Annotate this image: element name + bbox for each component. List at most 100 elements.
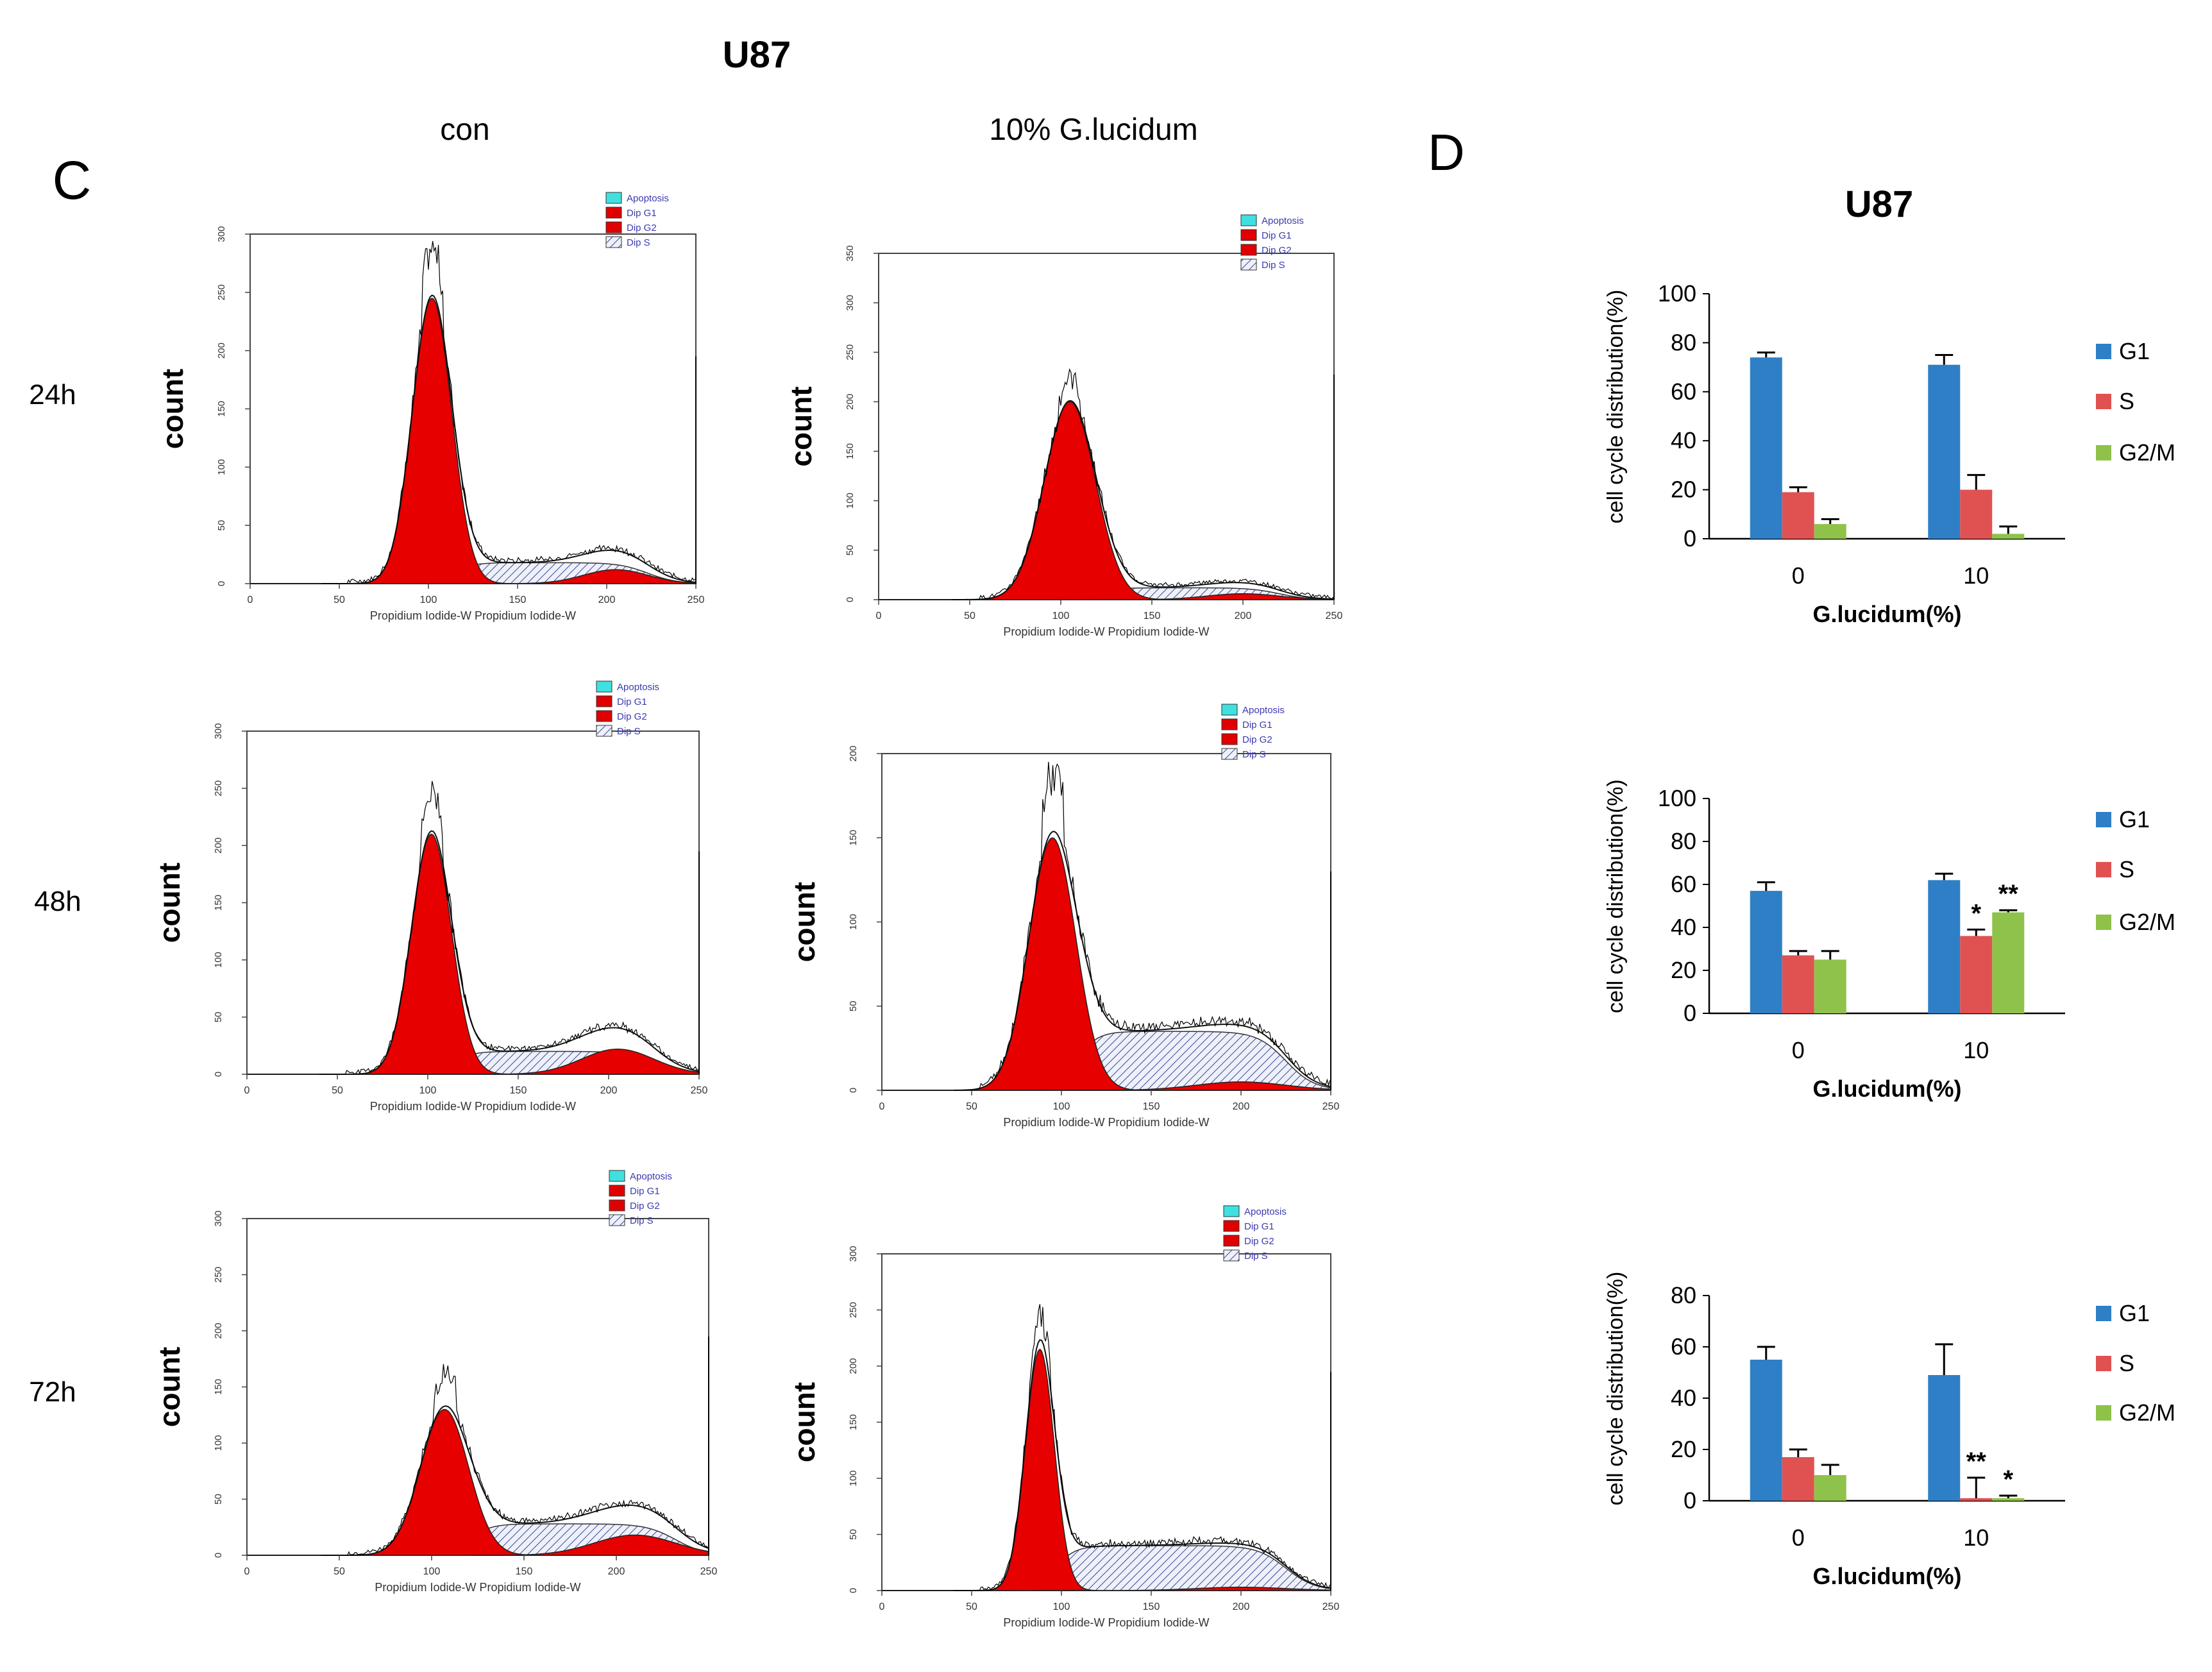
- dip-g1-peak: [351, 833, 511, 1075]
- y-tick-label: 0: [848, 1588, 859, 1593]
- bar-s: [1960, 936, 1993, 1013]
- x-tick-label: 100: [1053, 1101, 1070, 1112]
- y-axis-label: count: [784, 386, 818, 466]
- legend-label: Dip S: [1244, 1251, 1268, 1262]
- legend-label: Apoptosis: [1244, 1206, 1287, 1217]
- legend-swatch: [609, 1170, 625, 1182]
- y-tick-label: 20: [1671, 957, 1696, 983]
- x-tick-label: 10: [1963, 1037, 1989, 1063]
- x-tick-label: 100: [419, 1085, 437, 1096]
- legend-swatch: [609, 1199, 625, 1212]
- x-tick-label: 0: [248, 595, 253, 605]
- legend-swatch: [2096, 394, 2111, 409]
- y-tick-label: 200: [216, 342, 227, 359]
- legend-label: Dip G2: [1242, 734, 1272, 745]
- legend-label: Dip S: [627, 237, 650, 248]
- bar-chart: 0 20 40 60 80 100 0 10G.lucidum(%) cell cycle di…: [1603, 280, 2175, 627]
- panel-d-label: D: [1428, 124, 1465, 181]
- flow-histogram-panel: 0 50 100 150 200 250 0 50 100 150 200 250 300 Propidi…: [788, 1205, 1339, 1629]
- y-axis-label: cell cycle distribution(%): [1603, 1272, 1628, 1506]
- x-tick-label: 50: [333, 595, 345, 605]
- x-tick-label: 10: [1963, 562, 1989, 589]
- y-axis-label: count: [788, 1382, 821, 1462]
- x-tick-label: 0: [1792, 1037, 1805, 1063]
- model-fit-line: [321, 294, 697, 584]
- x-axis-label: Propidium Iodide-W Propidium Iodide-W: [1003, 625, 1209, 638]
- legend-swatch: [596, 680, 612, 693]
- dip-g2-peak: [1097, 593, 1335, 600]
- legend-swatch: [1221, 704, 1238, 716]
- y-tick-label: 200: [213, 838, 224, 854]
- y-tick-label: 300: [845, 295, 856, 311]
- dip-g2-peak: [1061, 1587, 1331, 1591]
- x-tick-label: 10: [1963, 1524, 1989, 1551]
- y-axis-label: cell cycle distribution(%): [1603, 779, 1628, 1013]
- y-tick-label: 50: [845, 545, 856, 556]
- legend-swatch: [596, 710, 612, 722]
- legend-label: Dip G2: [1262, 245, 1292, 256]
- x-tick-label: 0: [1792, 562, 1805, 589]
- column-header-con: con: [440, 113, 489, 147]
- y-tick-label: 80: [1671, 828, 1696, 854]
- y-tick-label: 0: [213, 1072, 224, 1077]
- y-tick-label: 50: [213, 1011, 224, 1022]
- x-axis-label: G.lucidum(%): [1813, 601, 1962, 627]
- legend-swatch: [605, 207, 622, 219]
- y-tick-label: 100: [845, 493, 856, 509]
- x-tick-label: 100: [1052, 611, 1070, 621]
- x-tick-label: 150: [1144, 611, 1161, 621]
- y-tick-label: 150: [213, 1379, 224, 1395]
- bar-g2m: [1992, 1498, 2025, 1501]
- legend-swatch: [2096, 812, 2111, 827]
- dip-g2-peak: [486, 569, 697, 584]
- x-tick-label: 200: [600, 1085, 618, 1096]
- bar-s: [1782, 1457, 1814, 1501]
- y-tick-label: 50: [848, 1529, 859, 1540]
- y-tick-label: 200: [845, 394, 856, 410]
- legend-swatch: [596, 725, 612, 737]
- y-tick-label: 250: [213, 1267, 224, 1283]
- dip-g2-peak: [472, 1049, 700, 1075]
- legend-swatch: [596, 695, 612, 707]
- y-tick-label: 60: [1671, 871, 1696, 897]
- x-tick-label: 150: [516, 1566, 533, 1577]
- legend-label: Apoptosis: [1242, 705, 1285, 716]
- legend-swatch: [1240, 229, 1257, 241]
- dip-g1-peak: [353, 298, 511, 584]
- y-tick-label: 60: [1671, 378, 1696, 405]
- x-tick-label: 200: [1233, 1101, 1250, 1112]
- bar-g2m: [1814, 524, 1846, 539]
- legend-swatch: [1221, 748, 1238, 760]
- x-tick-label: 0: [879, 1101, 885, 1112]
- x-tick-label: 200: [608, 1566, 625, 1577]
- bar-g1: [1750, 891, 1782, 1013]
- x-axis-label: Propidium Iodide-W Propidium Iodide-W: [1003, 1116, 1209, 1129]
- bar-s: [1782, 492, 1814, 539]
- significance-marker: **: [1998, 880, 2019, 908]
- main-title: U87: [723, 34, 791, 76]
- y-tick-label: 100: [848, 1470, 859, 1486]
- y-tick-label: 150: [848, 1414, 859, 1430]
- x-tick-label: 250: [1326, 611, 1343, 621]
- y-tick-label: 150: [213, 895, 224, 911]
- x-tick-label: 250: [691, 1085, 708, 1096]
- legend-swatch: [1223, 1220, 1240, 1232]
- x-tick-label: 200: [1235, 611, 1252, 621]
- y-tick-label: 100: [213, 1435, 224, 1451]
- model-fit-line: [951, 400, 1335, 600]
- y-tick-label: 100: [1658, 280, 1696, 307]
- y-tick-label: 150: [216, 401, 227, 417]
- flow-histogram-panel: 0 50 100 150 200 250 0 50 100 150 200 250 300 Propidi…: [153, 680, 708, 1113]
- x-tick-label: 200: [1233, 1601, 1250, 1612]
- legend-swatch: [605, 221, 622, 233]
- bar-g2m: [1992, 912, 2025, 1013]
- y-tick-label: 40: [1671, 914, 1696, 940]
- legend-swatch: [1240, 214, 1257, 226]
- x-tick-label: 0: [244, 1566, 250, 1577]
- histogram-frame: [881, 1253, 1331, 1591]
- x-axis-label: Propidium Iodide-W Propidium Iodide-W: [375, 1581, 580, 1594]
- histogram-frame: [246, 730, 700, 1075]
- y-tick-label: 200: [848, 745, 859, 761]
- legend-swatch: [605, 236, 622, 248]
